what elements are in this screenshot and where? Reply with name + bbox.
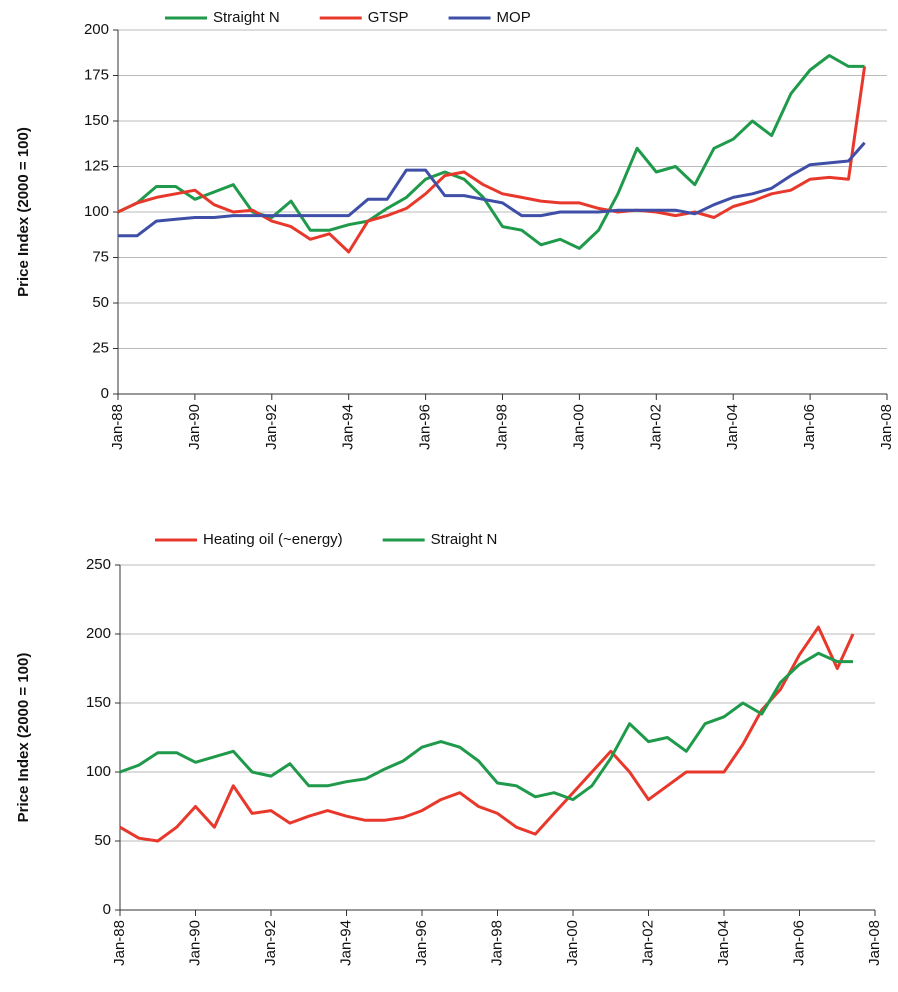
y-tick-label: 75 (92, 248, 109, 265)
y-tick-label: 200 (86, 625, 111, 642)
y-tick-label: 100 (84, 203, 109, 220)
x-tick-label: Jan-02 (639, 920, 656, 966)
legend-label: Straight N (431, 531, 498, 548)
y-axis-label: Price Index (2000 = 100) (15, 653, 32, 823)
y-tick-label: 250 (86, 556, 111, 573)
y-tick-label: 125 (84, 157, 109, 174)
series-line (118, 141, 866, 238)
y-tick-label: 150 (84, 112, 109, 129)
x-tick-label: Jan-98 (493, 404, 510, 450)
y-tick-label: 150 (86, 694, 111, 711)
y-tick-label: 0 (101, 385, 109, 402)
x-tick-label: Jan-08 (878, 404, 895, 450)
x-tick-label: Jan-00 (564, 920, 581, 966)
x-tick-label: Jan-88 (111, 920, 128, 966)
series-line (119, 651, 853, 802)
x-tick-label: Jan-08 (866, 920, 883, 966)
x-tick-label: Jan-06 (801, 404, 818, 450)
y-tick-label: 200 (84, 21, 109, 38)
legend-label: Straight N (213, 9, 280, 26)
series-line (117, 54, 865, 250)
x-tick-label: Jan-96 (417, 404, 434, 450)
x-tick-label: Jan-94 (337, 920, 354, 966)
x-tick-label: Jan-06 (790, 920, 807, 966)
x-tick-label: Jan-94 (340, 404, 357, 450)
x-tick-label: Jan-00 (570, 404, 587, 450)
x-tick-label: Jan-04 (715, 920, 732, 966)
y-tick-label: 0 (103, 901, 111, 918)
x-tick-label: Jan-90 (186, 404, 203, 450)
x-tick-label: Jan-92 (262, 920, 279, 966)
legend-label: Heating oil (~energy) (203, 531, 343, 548)
y-tick-label: 25 (92, 339, 109, 356)
legend-label: GTSP (368, 9, 409, 26)
y-tick-label: 50 (94, 832, 111, 849)
series-line (119, 625, 855, 843)
y-tick-label: 100 (86, 763, 111, 780)
x-tick-label: Jan-98 (488, 920, 505, 966)
x-tick-label: Jan-92 (263, 404, 280, 450)
x-tick-label: Jan-04 (724, 404, 741, 450)
x-tick-label: Jan-88 (109, 404, 126, 450)
x-tick-label: Jan-02 (647, 404, 664, 450)
series-line (117, 66, 867, 254)
y-tick-label: 50 (92, 294, 109, 311)
x-tick-label: Jan-96 (413, 920, 430, 966)
y-tick-label: 175 (84, 66, 109, 83)
y-axis-label: Price Index (2000 = 100) (15, 127, 32, 297)
x-tick-label: Jan-90 (186, 920, 203, 966)
legend-label: MOP (497, 9, 531, 26)
